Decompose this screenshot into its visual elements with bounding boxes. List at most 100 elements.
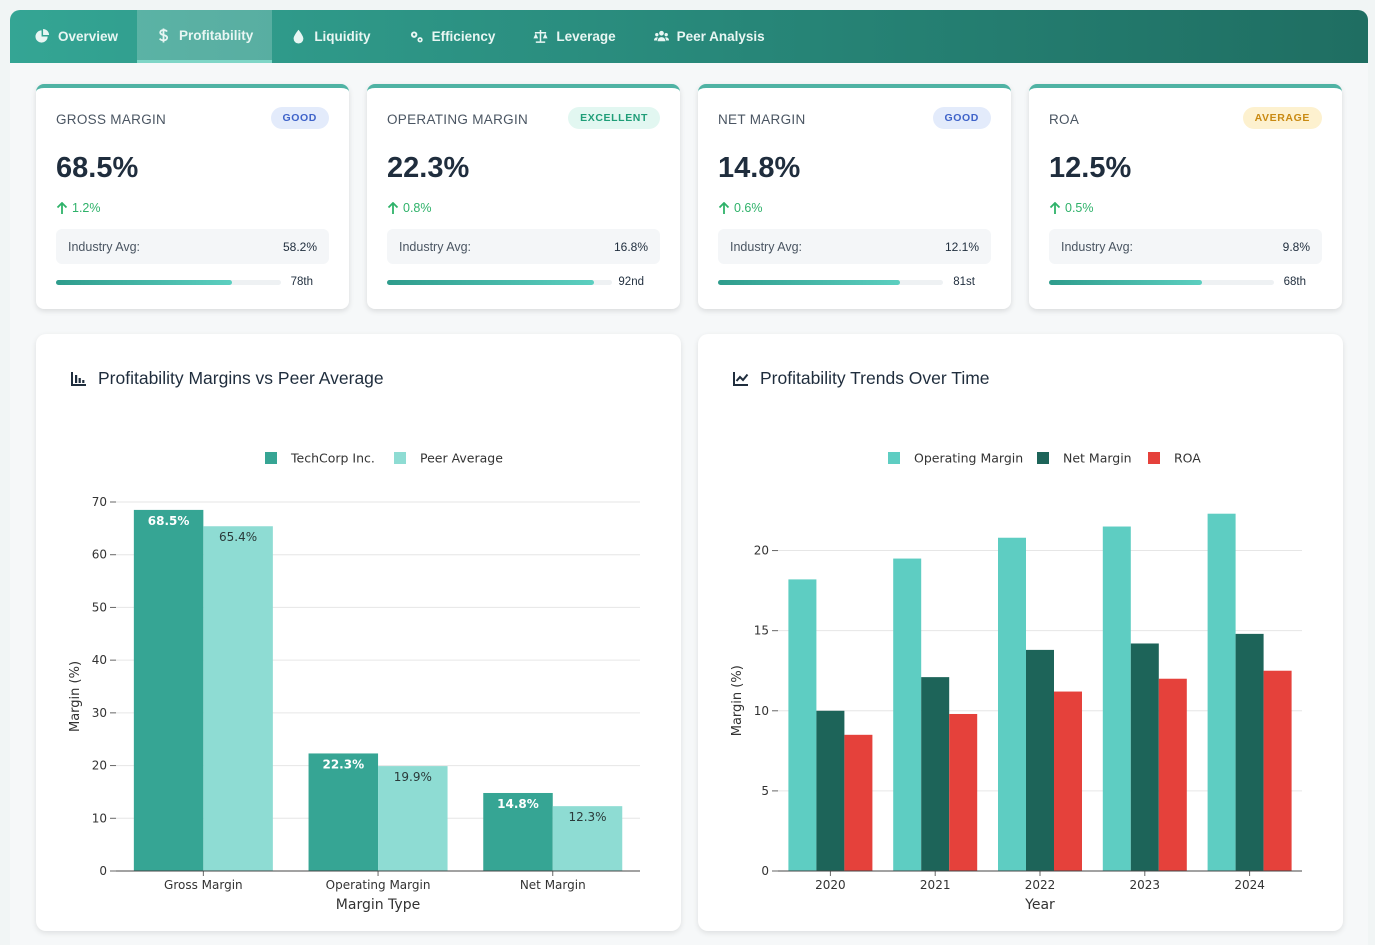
legend-swatch[interactable] (1037, 452, 1049, 464)
industry-average: Industry Avg: 58.2% (56, 229, 329, 264)
y-tick-label: 70 (92, 495, 107, 509)
data-label: 65.4% (219, 530, 257, 544)
trends-chart-panel: Profitability Trends Over Time Operating… (698, 334, 1343, 931)
y-tick-label: 60 (92, 548, 107, 562)
tab-profitability[interactable]: Profitability (137, 10, 273, 63)
tab-label: Peer Analysis (676, 29, 765, 44)
y-tick-label: 10 (92, 811, 107, 825)
status-badge: AVERAGE (1242, 107, 1322, 129)
tab-liquidity[interactable]: Liquidity (272, 10, 389, 63)
tab-leverage[interactable]: Leverage (514, 10, 634, 63)
percentile-bar (387, 280, 612, 285)
percentile-rank: 92nd (618, 276, 644, 288)
margins-chart-panel: Profitability Margins vs Peer Average Te… (36, 334, 681, 931)
percentile-bar-fill (387, 280, 594, 285)
kpi-value: 22.3% (387, 152, 470, 184)
data-label: 22.3% (322, 757, 364, 771)
dollar-icon (159, 27, 169, 43)
bar-operating-margin-2020[interactable] (788, 579, 817, 871)
pie-chart-icon (35, 29, 50, 43)
bar-techcorp-inc--net-margin[interactable] (483, 792, 553, 871)
percentile-rank: 78th (290, 276, 313, 288)
line-chart-icon (733, 371, 749, 386)
droplet-icon (293, 29, 304, 44)
bar-net-margin-2024[interactable] (1235, 633, 1264, 871)
x-tick-label: Gross Margin (164, 878, 243, 892)
percentile-bar-fill (56, 280, 232, 285)
y-tick-label: 0 (99, 864, 107, 878)
legend-swatch[interactable] (394, 452, 406, 464)
tab-label: Efficiency (431, 29, 496, 44)
data-label: 19.9% (394, 770, 432, 784)
legend-label[interactable]: TechCorp Inc. (290, 451, 375, 466)
margins-bar-chart: TechCorp Inc. Peer Average 0 10 20 30 40 50 60 70… (68, 451, 640, 913)
bar-roa-2023[interactable] (1158, 678, 1187, 871)
y-axis-label: Margin (%) (68, 661, 83, 732)
legend-label[interactable]: Peer Average (420, 451, 503, 466)
arrow-up-icon (56, 201, 68, 214)
legend-swatch[interactable] (265, 452, 277, 464)
tab-efficiency[interactable]: Efficiency (390, 10, 515, 63)
x-axis-label: Margin Type (336, 897, 420, 913)
percentile-bar-fill (718, 280, 901, 285)
bar-operating-margin-2021[interactable] (893, 558, 922, 871)
legend-label[interactable]: Net Margin (1063, 451, 1132, 466)
x-axis-label: Year (1024, 897, 1055, 913)
kpi-change: 0.6% (718, 201, 763, 215)
arrow-up-icon (718, 201, 730, 214)
kpi-change: 0.5% (1049, 201, 1094, 215)
bar-peer-average-net-margin[interactable] (552, 806, 623, 871)
bar-roa-2024[interactable] (1263, 670, 1292, 871)
kpi-change-value: 0.8% (403, 201, 432, 215)
x-tick-label: 2020 (815, 878, 846, 892)
y-axis-label: Margin (%) (730, 665, 745, 736)
arrow-up-icon (1049, 201, 1061, 214)
kpi-value: 68.5% (56, 152, 139, 184)
bar-peer-average-operating-margin[interactable] (378, 766, 448, 871)
kpi-card-operating-margin: OPERATING MARGIN EXCELLENT 22.3% 0.8% Indust… (367, 84, 680, 309)
gears-icon (410, 31, 423, 43)
legend-swatch[interactable] (888, 452, 900, 464)
industry-average: Industry Avg: 16.8% (387, 229, 660, 264)
bar-net-margin-2022[interactable] (1026, 649, 1054, 871)
bar-net-margin-2023[interactable] (1130, 643, 1159, 871)
bar-roa-2020[interactable] (844, 734, 873, 871)
y-tick-label: 10 (754, 704, 769, 718)
arrow-up-icon (387, 201, 399, 214)
legend-label[interactable]: Operating Margin (914, 451, 1023, 466)
tab-overview[interactable]: Overview (16, 10, 137, 63)
bar-net-margin-2021[interactable] (921, 677, 950, 871)
percentile-rank: 81st (953, 276, 975, 288)
legend-label[interactable]: ROA (1174, 451, 1201, 466)
industry-average: Industry Avg: 12.1% (718, 229, 991, 264)
bar-peer-average-gross-margin[interactable] (203, 526, 273, 871)
y-tick-label: 15 (754, 624, 769, 638)
bar-operating-margin-2022[interactable] (998, 537, 1026, 871)
bar-roa-2022[interactable] (1054, 691, 1082, 871)
users-icon (653, 30, 669, 42)
bar-chart-icon (71, 371, 86, 386)
x-tick-label: 2021 (920, 878, 951, 892)
bar-roa-2021[interactable] (949, 713, 978, 871)
legend-swatch[interactable] (1148, 452, 1160, 464)
margins-chart-title: Profitability Margins vs Peer Average (70, 368, 384, 389)
data-label: 12.3% (568, 810, 606, 824)
status-badge: GOOD (270, 107, 329, 129)
dashboard-frame: Overview Profitability Liquidity Efficiency… (10, 10, 1368, 945)
kpi-card-roa: ROA AVERAGE 12.5% 0.5% Industry Avg: 9.8% 68th (1029, 84, 1342, 309)
bar-operating-margin-2024[interactable] (1207, 513, 1236, 871)
percentile-rank: 68th (1283, 276, 1306, 288)
bar-techcorp-inc--gross-margin[interactable] (133, 509, 204, 871)
kpi-value: 14.8% (718, 152, 801, 184)
bar-operating-margin-2023[interactable] (1102, 526, 1131, 871)
bar-techcorp-inc--operating-margin[interactable] (308, 753, 379, 871)
percentile-bar (56, 280, 281, 285)
tab-peer-analysis[interactable]: Peer Analysis (635, 10, 784, 63)
industry-average-label: Industry Avg: (730, 239, 803, 254)
bar-net-margin-2020[interactable] (816, 710, 845, 871)
x-tick-label: 2024 (1234, 878, 1265, 892)
kpi-value: 12.5% (1049, 152, 1132, 184)
y-tick-label: 0 (761, 864, 769, 878)
y-tick-label: 5 (761, 784, 769, 798)
kpi-change: 1.2% (56, 201, 101, 215)
